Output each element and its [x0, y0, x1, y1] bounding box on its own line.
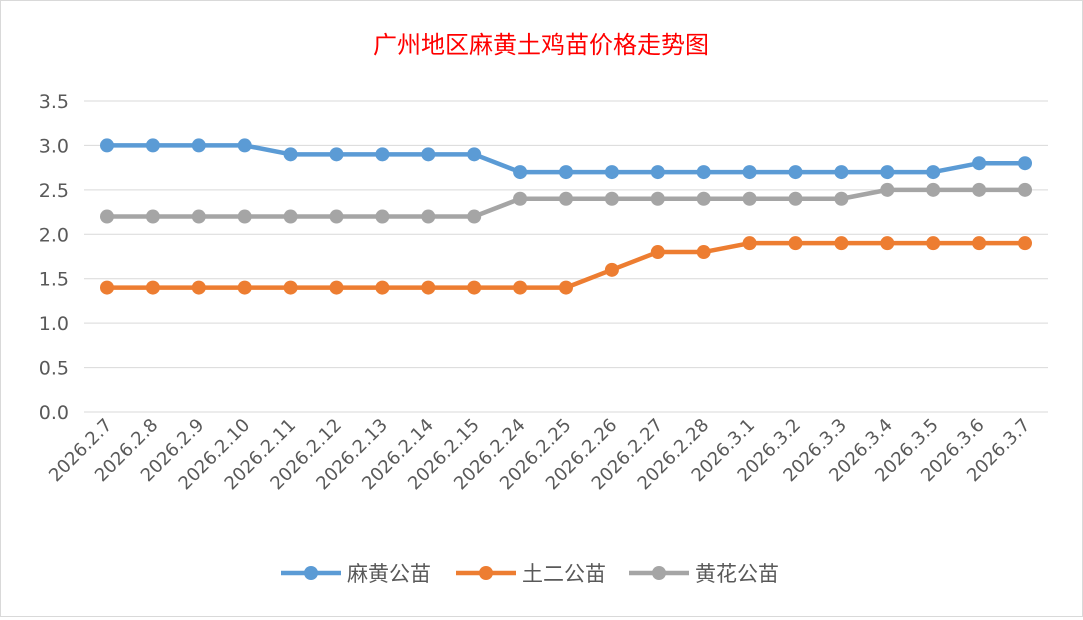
data-point	[191, 209, 206, 224]
data-point	[696, 165, 711, 180]
data-point	[1018, 156, 1032, 171]
legend-marker	[652, 566, 666, 580]
data-point	[375, 280, 390, 295]
y-tick-label: 3.0	[39, 135, 69, 157]
data-point	[467, 280, 482, 295]
data-point	[513, 191, 528, 206]
data-point	[696, 245, 711, 260]
data-point	[559, 165, 573, 180]
data-point	[650, 245, 665, 260]
data-point	[559, 191, 573, 206]
data-point	[329, 209, 344, 224]
y-tick-label: 0.5	[39, 358, 69, 380]
data-point	[972, 156, 987, 171]
data-point	[283, 280, 298, 295]
data-point	[283, 209, 298, 224]
data-point	[834, 191, 849, 206]
legend-label: 麻黄公苗	[347, 562, 431, 586]
data-point	[375, 209, 390, 224]
data-point	[559, 280, 573, 295]
legend-label: 黄花公苗	[695, 562, 779, 586]
y-tick-label: 3.5	[39, 91, 69, 113]
data-point	[100, 280, 114, 295]
data-point	[696, 191, 711, 206]
data-point	[191, 280, 206, 295]
data-point	[926, 236, 941, 251]
data-point	[742, 236, 757, 251]
data-point	[742, 191, 757, 206]
data-point	[145, 280, 160, 295]
data-point	[421, 280, 436, 295]
data-point	[604, 165, 619, 180]
data-point	[834, 236, 849, 251]
legend-marker	[304, 566, 318, 580]
data-point	[650, 165, 665, 180]
data-point	[100, 209, 114, 224]
data-point	[375, 147, 390, 162]
data-point	[100, 138, 114, 153]
data-point	[788, 236, 803, 251]
data-point	[650, 191, 665, 206]
legend-label: 土二公苗	[522, 562, 606, 586]
y-tick-label: 2.5	[39, 180, 69, 202]
data-point	[604, 262, 619, 277]
data-point	[421, 209, 436, 224]
data-point	[742, 165, 757, 180]
data-point	[834, 165, 849, 180]
data-point	[1018, 182, 1032, 197]
data-point	[467, 147, 482, 162]
data-point	[880, 182, 895, 197]
data-point	[972, 236, 987, 251]
data-point	[283, 147, 298, 162]
chart-title: 广州地区麻黄土鸡苗价格走势图	[373, 31, 709, 59]
y-tick-label: 2.0	[39, 224, 69, 246]
data-point	[329, 280, 344, 295]
data-point	[237, 209, 252, 224]
data-point	[237, 280, 252, 295]
y-tick-label: 0.0	[39, 402, 69, 424]
data-point	[145, 138, 160, 153]
data-point	[926, 165, 941, 180]
data-point	[329, 147, 344, 162]
y-tick-label: 1.0	[39, 313, 69, 335]
data-point	[788, 165, 803, 180]
data-point	[513, 165, 528, 180]
data-point	[513, 280, 528, 295]
data-point	[467, 209, 482, 224]
data-point	[604, 191, 619, 206]
data-point	[880, 236, 895, 251]
data-point	[788, 191, 803, 206]
data-point	[880, 165, 895, 180]
data-point	[191, 138, 206, 153]
data-point	[926, 182, 941, 197]
data-point	[237, 138, 252, 153]
data-point	[145, 209, 160, 224]
data-point	[1018, 236, 1032, 251]
data-point	[421, 147, 436, 162]
y-tick-label: 1.5	[39, 269, 69, 291]
data-point	[972, 182, 987, 197]
legend-marker	[479, 566, 493, 580]
